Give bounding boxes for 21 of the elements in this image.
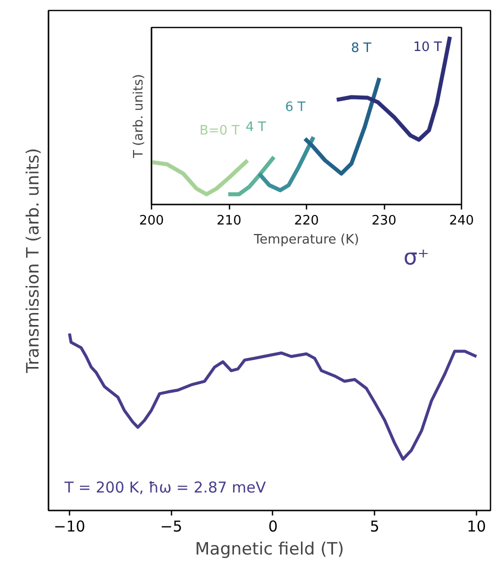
series-label: 6 T <box>285 100 306 116</box>
series-label: 8 T <box>351 41 372 56</box>
series-label: 10 T <box>413 40 442 56</box>
x-axis-title: Temperature (K) <box>252 232 360 248</box>
x-tick-label: 240 <box>449 214 474 228</box>
y-axis-title: T (arb. units) <box>132 74 146 159</box>
x-tick-label: 10 <box>466 518 486 536</box>
y-axis-title: Transmission T (arb. units) <box>24 148 44 374</box>
x-tick-label: 230 <box>372 214 396 228</box>
x-tick-label: 220 <box>294 214 319 228</box>
x-tick-label: 200 <box>139 214 164 228</box>
series-label: B=0 T <box>199 123 240 138</box>
series-label: 4 T <box>246 120 266 136</box>
annotation: T = 200 K, ħω = 2.87 meV <box>64 478 267 496</box>
x-tick-label: −5 <box>160 518 182 536</box>
x-tick-label: 5 <box>370 518 380 536</box>
x-tick-label: 0 <box>268 518 278 536</box>
x-axis-title: Magnetic field (T) <box>195 540 344 560</box>
x-tick-label: −10 <box>54 518 86 536</box>
text: σ⁺ <box>404 246 430 270</box>
x-tick-label: 210 <box>216 214 242 228</box>
